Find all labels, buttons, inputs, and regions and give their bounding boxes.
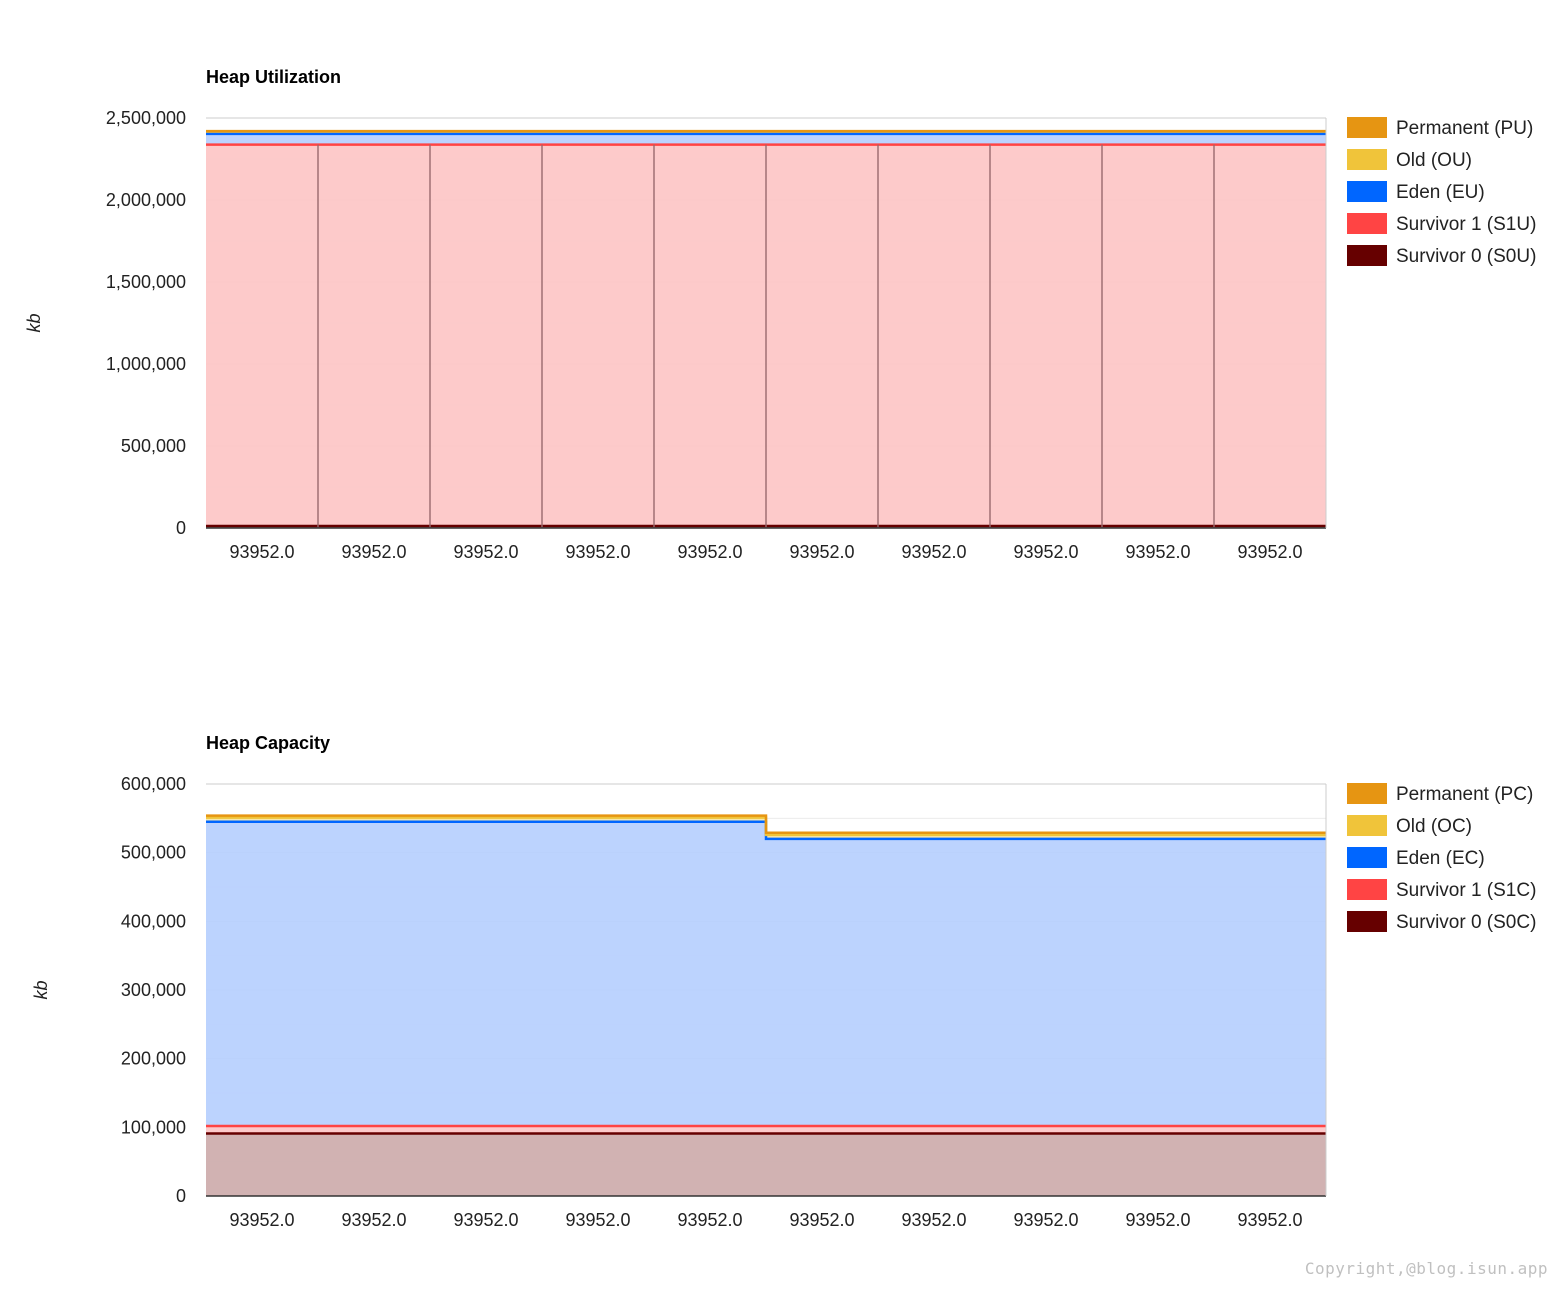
legend-swatch	[1347, 911, 1387, 932]
legend-item: Eden (EU)	[1347, 181, 1485, 203]
legend-item: Permanent (PC)	[1347, 783, 1533, 805]
legend-swatch	[1347, 815, 1387, 836]
x-tick-label: 93952.0	[901, 542, 966, 562]
x-tick-label: 93952.0	[789, 542, 854, 562]
chart-title: Heap Capacity	[206, 733, 330, 753]
legend-item: Survivor 1 (S1C)	[1347, 879, 1536, 901]
x-tick-label: 93952.0	[901, 1210, 966, 1230]
x-tick-label: 93952.0	[1125, 542, 1190, 562]
x-tick-label: 93952.0	[1237, 1210, 1302, 1230]
legend-label: Eden (EU)	[1396, 182, 1485, 203]
x-tick-label: 93952.0	[341, 542, 406, 562]
legend-item: Permanent (PU)	[1347, 117, 1533, 139]
y-tick-label: 500,000	[121, 843, 186, 863]
y-tick-label: 0	[176, 518, 186, 538]
area-eden-ec	[206, 821, 1326, 1126]
x-tick-label: 93952.0	[677, 1210, 742, 1230]
area-eden-eu	[206, 133, 1326, 145]
legend-item: Old (OU)	[1347, 149, 1472, 171]
y-tick-label: 300,000	[121, 980, 186, 1000]
chart-title: Heap Utilization	[206, 67, 341, 87]
x-tick-label: 93952.0	[453, 542, 518, 562]
legend-item: Eden (EC)	[1347, 847, 1485, 869]
x-tick-label: 93952.0	[677, 542, 742, 562]
copyright-text: Copyright,@blog.isun.app	[1304, 1259, 1548, 1278]
legend-swatch	[1347, 847, 1387, 868]
y-tick-label: 600,000	[121, 774, 186, 794]
y-tick-label: 100,000	[121, 1117, 186, 1137]
legend-label: Permanent (PU)	[1396, 118, 1533, 139]
legend-item: Survivor 0 (S0C)	[1347, 911, 1536, 933]
legend-swatch	[1347, 245, 1387, 266]
legend-label: Survivor 0 (S0U)	[1396, 246, 1536, 267]
y-tick-label: 200,000	[121, 1049, 186, 1069]
line-permanent-pc	[206, 814, 1326, 835]
x-tick-label: 93952.0	[565, 542, 630, 562]
x-tick-label: 93952.0	[229, 1210, 294, 1230]
legend-label: Survivor 1 (S1C)	[1396, 880, 1536, 901]
legend-swatch	[1347, 181, 1387, 202]
legend-item: Survivor 1 (S1U)	[1347, 213, 1536, 235]
x-tick-label: 93952.0	[229, 542, 294, 562]
x-tick-label: 93952.0	[789, 1210, 854, 1230]
x-tick-label: 93952.0	[1013, 542, 1078, 562]
legend-label: Survivor 0 (S0C)	[1396, 912, 1536, 933]
area-survivor-0-s0c	[206, 1133, 1326, 1196]
y-tick-label: 400,000	[121, 911, 186, 931]
legend-label: Eden (EC)	[1396, 848, 1485, 869]
y-tick-label: 500,000	[121, 436, 186, 456]
y-tick-label: 2,500,000	[106, 108, 186, 128]
x-tick-label: 93952.0	[1125, 1210, 1190, 1230]
legend-label: Permanent (PC)	[1396, 784, 1533, 805]
y-tick-label: 2,000,000	[106, 190, 186, 210]
x-tick-label: 93952.0	[453, 1210, 518, 1230]
y-axis-title: kb	[24, 313, 44, 332]
y-tick-label: 1,500,000	[106, 272, 186, 292]
legend-label: Old (OU)	[1396, 150, 1472, 171]
chart-2: Heap Capacity kb 0 100,000 200,000 300,000 400…	[31, 733, 1536, 1230]
y-axis-title: kb	[31, 980, 51, 999]
y-tick-label: 0	[176, 1186, 186, 1206]
legend-swatch	[1347, 879, 1387, 900]
legend-swatch	[1347, 149, 1387, 170]
area-survivor-1-s1c	[206, 1125, 1326, 1134]
legend-swatch	[1347, 117, 1387, 138]
x-tick-label: 93952.0	[565, 1210, 630, 1230]
y-tick-label: 1,000,000	[106, 354, 186, 374]
area-old-oc	[206, 817, 1326, 839]
legend-item: Survivor 0 (S0U)	[1347, 245, 1536, 267]
legend-label: Survivor 1 (S1U)	[1396, 214, 1536, 235]
legend-swatch	[1347, 783, 1387, 804]
legend-swatch	[1347, 213, 1387, 234]
x-tick-label: 93952.0	[341, 1210, 406, 1230]
x-tick-label: 93952.0	[1013, 1210, 1078, 1230]
legend-label: Old (OC)	[1396, 816, 1472, 837]
x-tick-label: 93952.0	[1237, 542, 1302, 562]
legend-item: Old (OC)	[1347, 815, 1472, 837]
chart-1: Heap Utilization kb 0 500,000 1,000,000 1,500…	[24, 67, 1536, 562]
